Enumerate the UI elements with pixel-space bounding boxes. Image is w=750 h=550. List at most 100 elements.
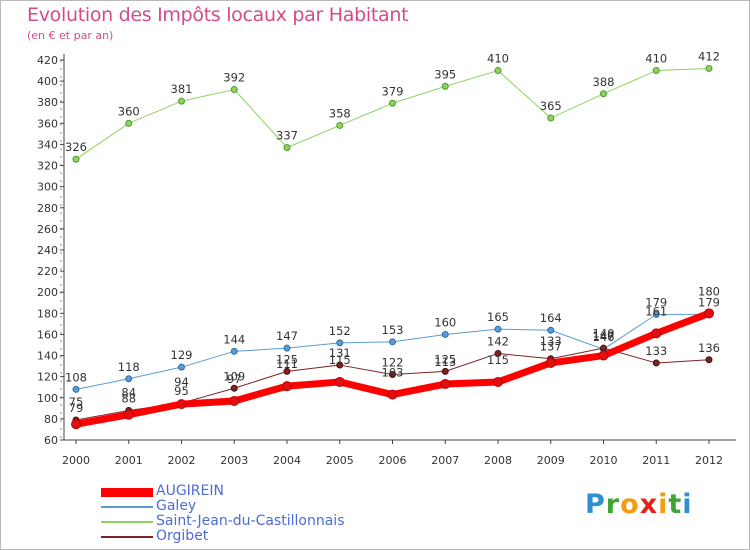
data-point [651, 328, 662, 339]
data-point [283, 367, 291, 375]
data-point [71, 419, 81, 430]
data-label: 111 [276, 357, 298, 371]
data-point [336, 121, 344, 129]
x-tick-label: 2004 [273, 454, 301, 467]
data-point [123, 409, 134, 420]
x-tick-label: 2007 [431, 454, 459, 467]
data-label: 164 [540, 311, 562, 325]
x-tick-label: 2003 [220, 454, 248, 467]
data-point [230, 347, 238, 355]
logo-letter: t [668, 489, 683, 520]
data-label: 88 [121, 391, 136, 405]
x-tick-label: 2005 [326, 454, 354, 467]
data-point [494, 67, 502, 75]
legend-label-augirein: AUGIREIN [156, 483, 224, 499]
legend-swatch-orgibet [101, 536, 153, 538]
data-label: 115 [487, 353, 509, 367]
data-label: 147 [593, 329, 615, 343]
data-point [72, 385, 80, 393]
y-tick-label: 180 [37, 307, 58, 320]
logo-letter: o [620, 489, 640, 520]
y-tick-label: 300 [37, 181, 58, 194]
data-label: 136 [698, 341, 720, 355]
data-label: 79 [69, 401, 84, 415]
data-point [705, 356, 713, 364]
data-point [545, 357, 556, 368]
data-point [600, 344, 607, 352]
data-label: 410 [487, 52, 509, 66]
data-point [283, 344, 291, 352]
data-label: 388 [593, 75, 615, 89]
y-tick-label: 80 [44, 413, 58, 426]
data-point [178, 97, 185, 105]
data-point [229, 395, 240, 406]
y-tick-label: 400 [37, 75, 58, 88]
data-point [440, 379, 451, 390]
data-label: 95 [174, 384, 189, 398]
data-point [652, 67, 660, 75]
y-tick-label: 340 [37, 138, 58, 151]
y-tick-label: 420 [37, 54, 58, 67]
y-tick-label: 380 [37, 96, 58, 109]
data-label: 179 [645, 295, 667, 309]
data-point [547, 326, 555, 334]
y-tick-label: 360 [37, 117, 58, 130]
series-augirein [71, 308, 714, 430]
x-tick-label: 2002 [168, 454, 196, 467]
data-label: 137 [540, 340, 562, 354]
data-point [652, 310, 660, 318]
y-tick-label: 320 [37, 160, 58, 173]
data-label: 103 [382, 366, 404, 380]
data-point [494, 349, 502, 357]
data-label: 360 [118, 104, 140, 118]
data-label: 147 [276, 329, 298, 343]
data-label: 146 [593, 330, 615, 344]
data-label: 125 [276, 352, 298, 366]
y-tick-label: 200 [37, 286, 58, 299]
data-label: 160 [434, 315, 456, 329]
data-label: 129 [171, 348, 193, 362]
data-label: 152 [329, 324, 351, 338]
data-point [441, 82, 449, 90]
data-point [389, 99, 396, 107]
legend-swatch-augirein [101, 488, 153, 497]
data-point [283, 144, 291, 152]
y-tick-label: 220 [37, 265, 58, 278]
data-label: 395 [434, 67, 456, 81]
proxiti-logo: Proxiti [585, 489, 693, 520]
data-label: 381 [171, 82, 193, 96]
data-label: 97 [227, 372, 242, 386]
data-point [441, 330, 449, 338]
data-point [230, 86, 238, 94]
y-tick-label: 240 [37, 244, 58, 257]
logo-letter: r [605, 489, 621, 520]
data-label: 144 [223, 332, 245, 346]
data-point [389, 338, 396, 346]
series-saint-jean-du-castillonnais [72, 64, 713, 163]
data-label: 392 [223, 71, 245, 85]
data-label: 108 [65, 370, 87, 384]
data-point [652, 359, 660, 367]
chart-subtitle: (en € et par an) [27, 29, 114, 42]
y-tick-label: 120 [37, 371, 58, 384]
data-point [600, 90, 607, 98]
x-tick-label: 2012 [695, 454, 723, 467]
y-tick-label: 260 [37, 223, 58, 236]
data-point [704, 308, 714, 319]
data-label: 365 [540, 99, 562, 113]
data-label: 122 [382, 356, 404, 370]
data-point [441, 367, 449, 375]
logo-letter: x [639, 489, 659, 520]
data-label: 125 [434, 352, 456, 366]
data-point [336, 361, 344, 369]
data-label: 180 [698, 284, 720, 298]
data-point [125, 119, 133, 127]
data-point [493, 376, 503, 387]
data-label: 133 [540, 334, 562, 348]
x-tick-label: 2010 [590, 454, 618, 467]
logo-letter: P [585, 489, 606, 520]
data-point [282, 381, 292, 392]
legend-swatch-saint-jean [101, 521, 153, 523]
y-tick-label: 280 [37, 202, 58, 215]
data-point [387, 389, 398, 400]
